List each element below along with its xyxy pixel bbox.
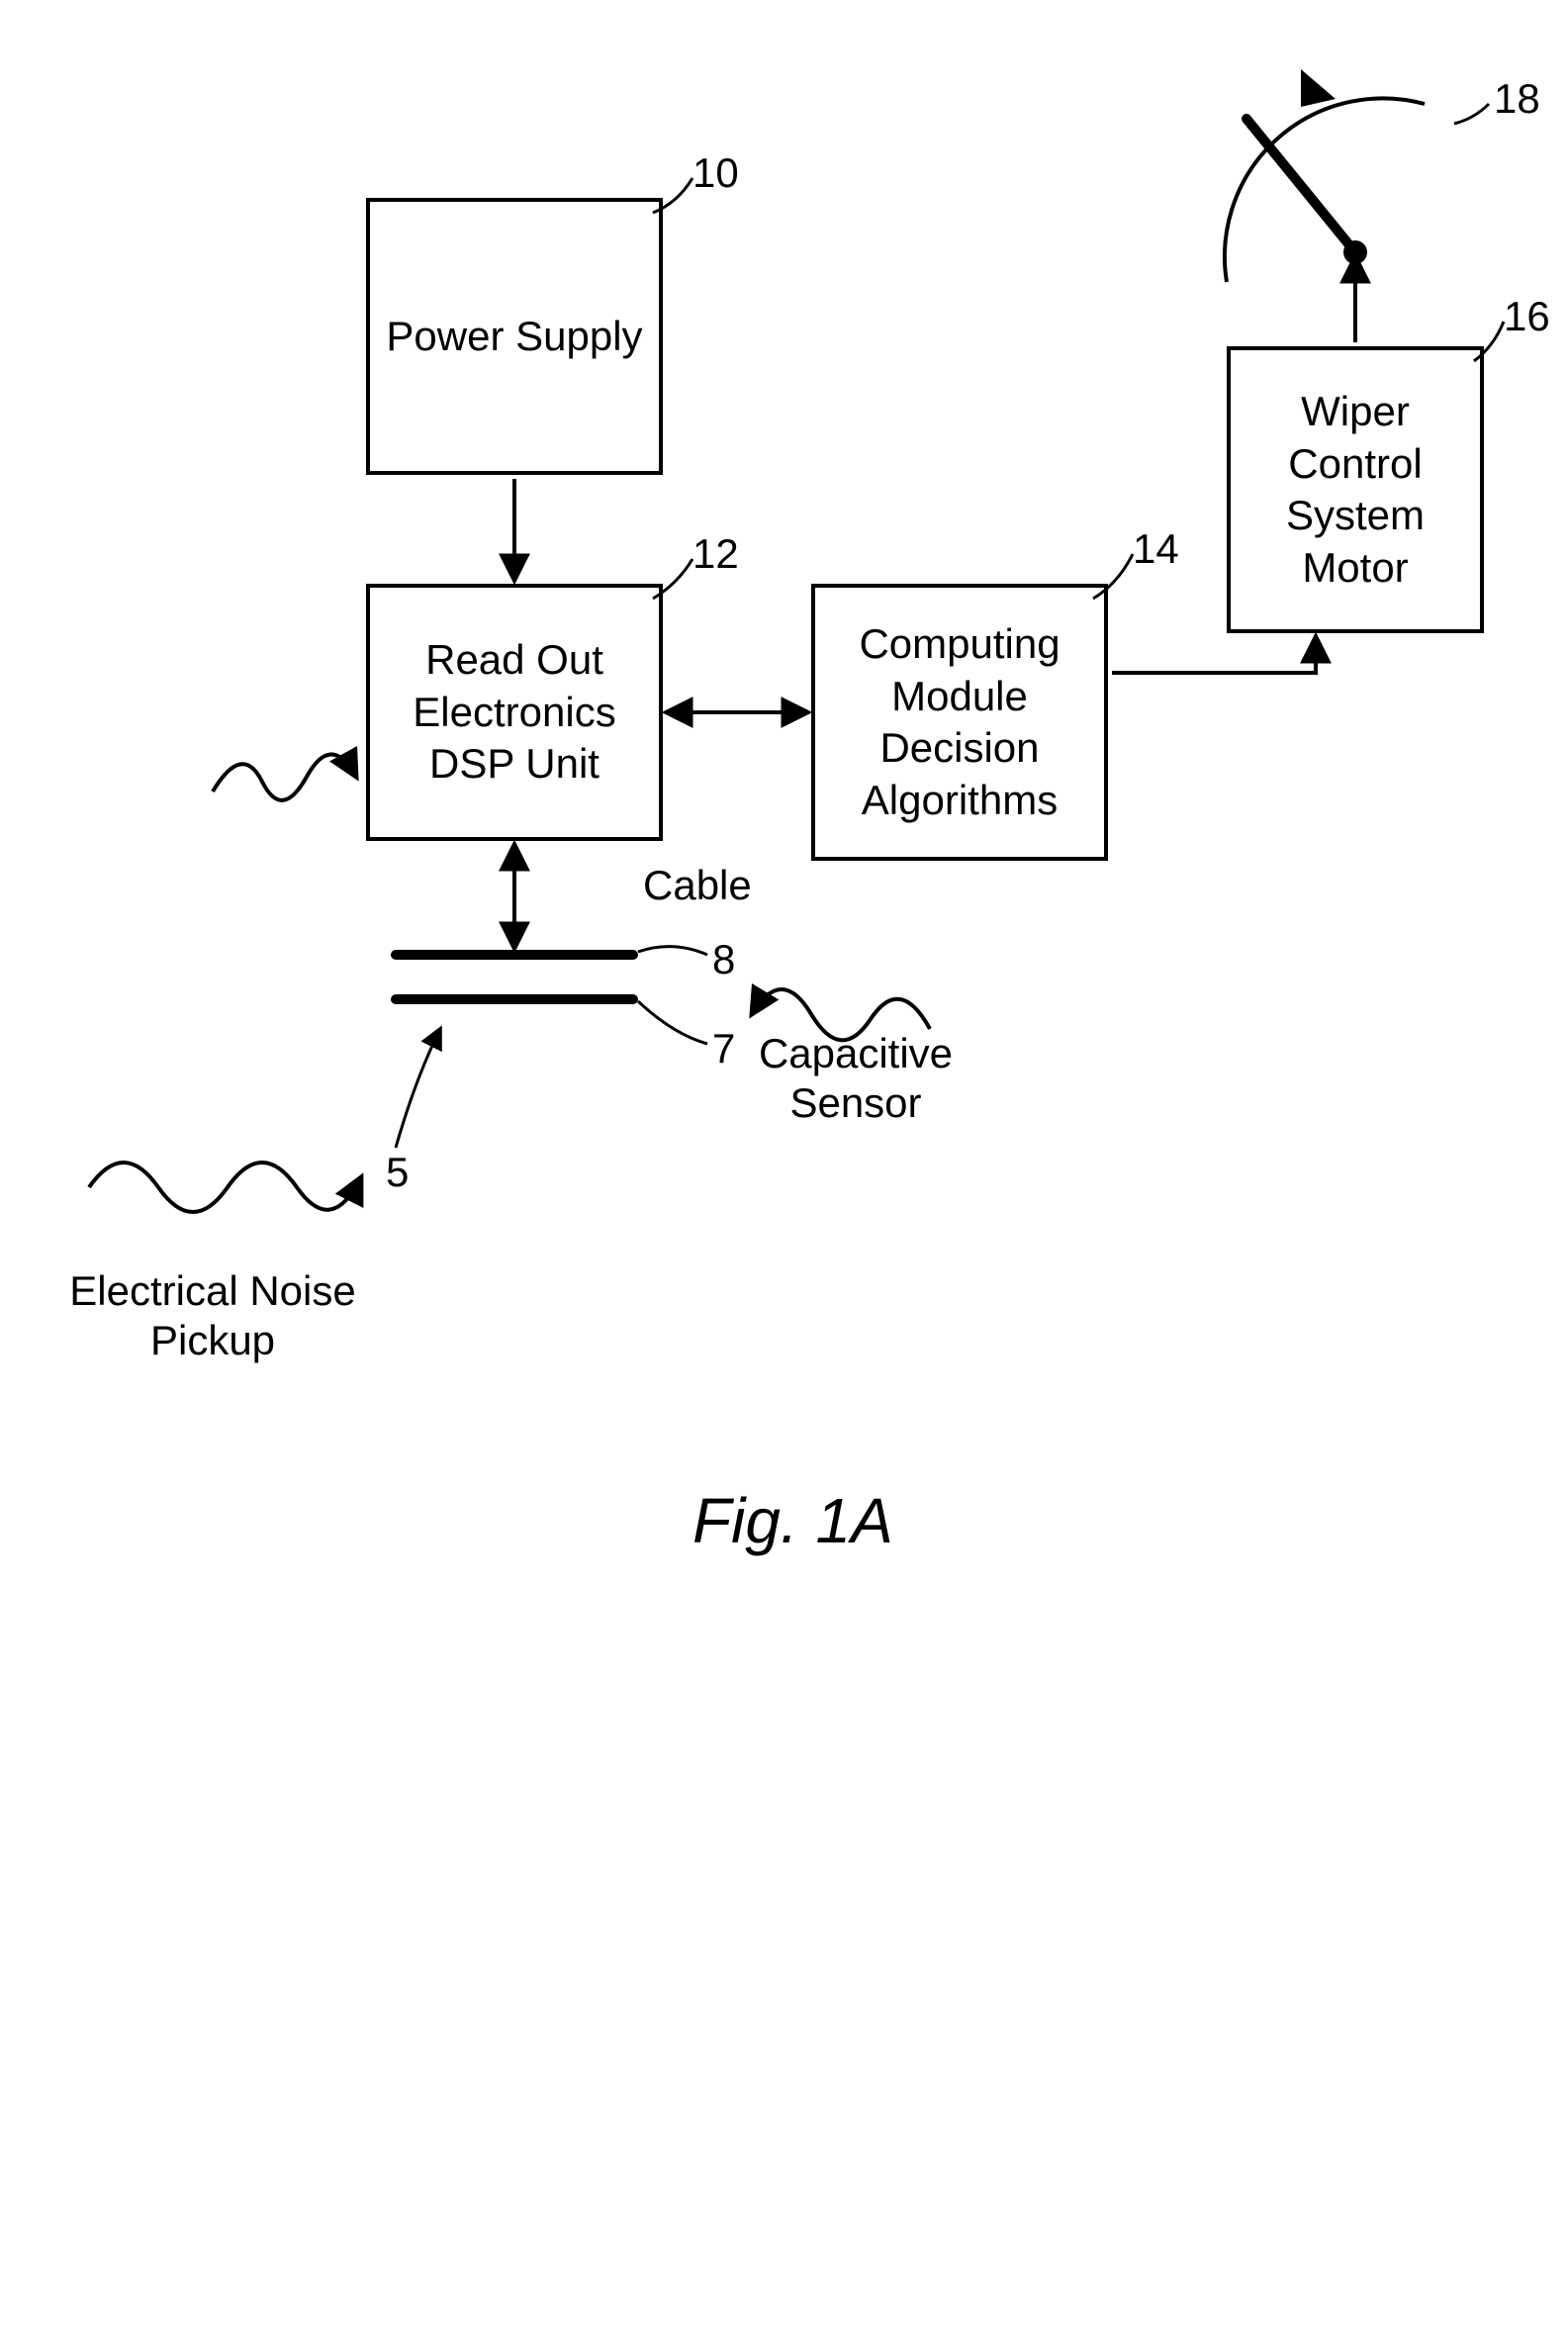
label-noise: Electrical Noise Pickup <box>40 1266 386 1366</box>
box-wiper: Wiper Control System Motor <box>1227 346 1484 633</box>
ref-16: 16 <box>1504 292 1550 341</box>
label-sensor-text: Capacitive Sensor <box>759 1030 953 1126</box>
box-wiper-text: Wiper Control System Motor <box>1241 386 1470 594</box>
ref-10: 10 <box>692 148 739 198</box>
box-power-supply: Power Supply <box>366 198 663 475</box>
label-cable: Cable <box>643 861 752 910</box>
box-readout: Read Out Electronics DSP Unit <box>366 584 663 841</box>
label-noise-text: Electrical Noise Pickup <box>69 1267 355 1363</box>
wiper-arc-tri <box>1301 69 1336 107</box>
wiper-pivot <box>1343 240 1367 264</box>
box-compute-text: Computing Module Decision Algorithms <box>825 618 1094 826</box>
figure-label-text: Fig. 1A <box>692 1485 893 1556</box>
arrow-compute-wiper <box>1112 637 1316 673</box>
diagram-stage: Power Supply Read Out Electronics DSP Un… <box>0 0 1568 2331</box>
box-compute: Computing Module Decision Algorithms <box>811 584 1108 861</box>
label-sensor: Capacitive Sensor <box>732 1029 979 1129</box>
box-power-supply-text: Power Supply <box>386 311 642 363</box>
wiper-arm <box>1246 119 1355 252</box>
ref-8: 8 <box>712 935 735 984</box>
wiper-arc <box>1225 98 1425 282</box>
figure-label: Fig. 1A <box>692 1484 893 1557</box>
leader-7 <box>638 1001 707 1044</box>
noise-squiggle-2 <box>213 755 356 800</box>
label-cable-text: Cable <box>643 862 752 908</box>
leader-8 <box>638 947 707 955</box>
ref-18: 18 <box>1494 74 1540 124</box>
ref-7: 7 <box>712 1024 735 1073</box>
ref-14: 14 <box>1133 524 1179 574</box>
box-readout-text: Read Out Electronics DSP Unit <box>380 634 649 791</box>
leader-18 <box>1454 104 1489 124</box>
noise-squiggle-1 <box>89 1163 361 1212</box>
ref-5: 5 <box>386 1148 409 1197</box>
leader-5 <box>396 1029 440 1148</box>
ref-12: 12 <box>692 529 739 579</box>
